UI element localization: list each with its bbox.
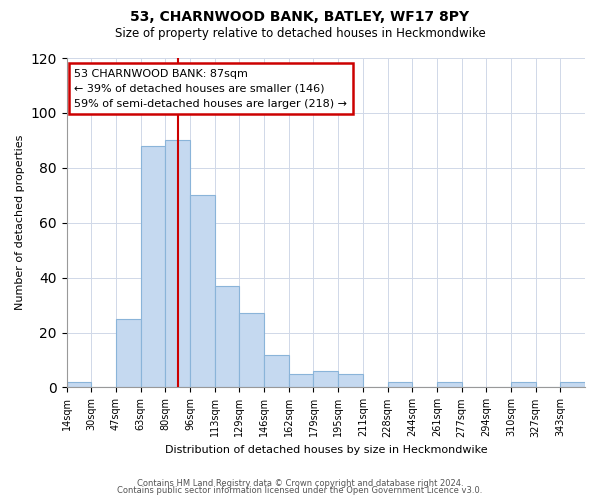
Bar (264, 354, 289, 388)
Bar (437, 382, 461, 388)
Bar (560, 382, 585, 388)
Bar (239, 314, 264, 388)
Text: Contains HM Land Registry data © Crown copyright and database right 2024.: Contains HM Land Registry data © Crown c… (137, 478, 463, 488)
Bar (215, 286, 239, 388)
Bar (67, 382, 91, 388)
X-axis label: Distribution of detached houses by size in Heckmondwike: Distribution of detached houses by size … (164, 445, 487, 455)
Bar (313, 371, 338, 388)
Text: 53, CHARNWOOD BANK, BATLEY, WF17 8PY: 53, CHARNWOOD BANK, BATLEY, WF17 8PY (130, 10, 470, 24)
Bar (511, 382, 536, 388)
Text: Contains public sector information licensed under the Open Government Licence v3: Contains public sector information licen… (118, 486, 482, 495)
Y-axis label: Number of detached properties: Number of detached properties (15, 135, 25, 310)
Bar (116, 319, 141, 388)
Bar (338, 374, 363, 388)
Bar (289, 374, 313, 388)
Text: Size of property relative to detached houses in Heckmondwike: Size of property relative to detached ho… (115, 28, 485, 40)
Bar (166, 140, 190, 388)
Bar (190, 196, 215, 388)
Text: 53 CHARNWOOD BANK: 87sqm
← 39% of detached houses are smaller (146)
59% of semi-: 53 CHARNWOOD BANK: 87sqm ← 39% of detach… (74, 69, 347, 108)
Bar (388, 382, 412, 388)
Bar (141, 146, 166, 388)
